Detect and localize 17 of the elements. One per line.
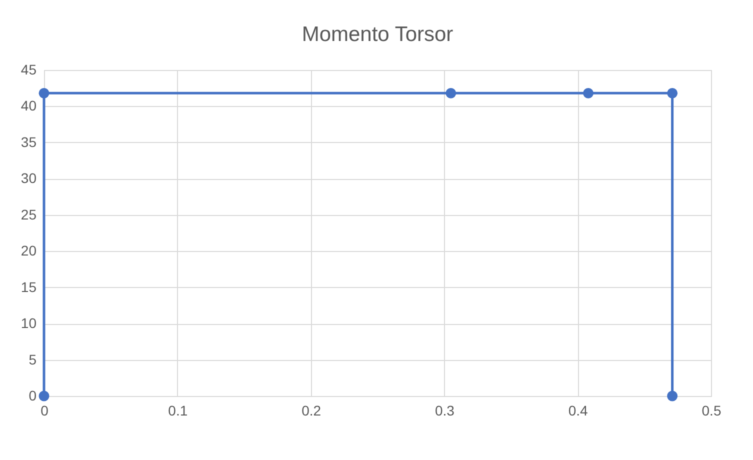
x-tick-label: 0.5	[702, 402, 722, 418]
y-tick-label: 5	[28, 351, 37, 368]
y-tick-label: 40	[20, 98, 37, 114]
y-tick-label: 0	[28, 388, 37, 404]
chart-title: Momento Torsor	[302, 23, 454, 46]
y-tick-label: 35	[20, 134, 37, 150]
x-tick-label: 0.4	[568, 402, 588, 418]
y-tick-label: 20	[20, 242, 37, 259]
x-tick-label: 0.3	[434, 402, 455, 418]
x-tick-label: 0.2	[302, 402, 322, 418]
x-tick-label: 0.1	[168, 402, 188, 418]
y-tick-label: 15	[20, 278, 37, 295]
y-tick-label: 45	[20, 62, 37, 78]
y-tick-label: 25	[20, 206, 37, 222]
y-tick-label: 30	[20, 170, 37, 186]
x-tick-label: 0	[40, 402, 49, 418]
y-tick-label: 10	[20, 315, 37, 332]
